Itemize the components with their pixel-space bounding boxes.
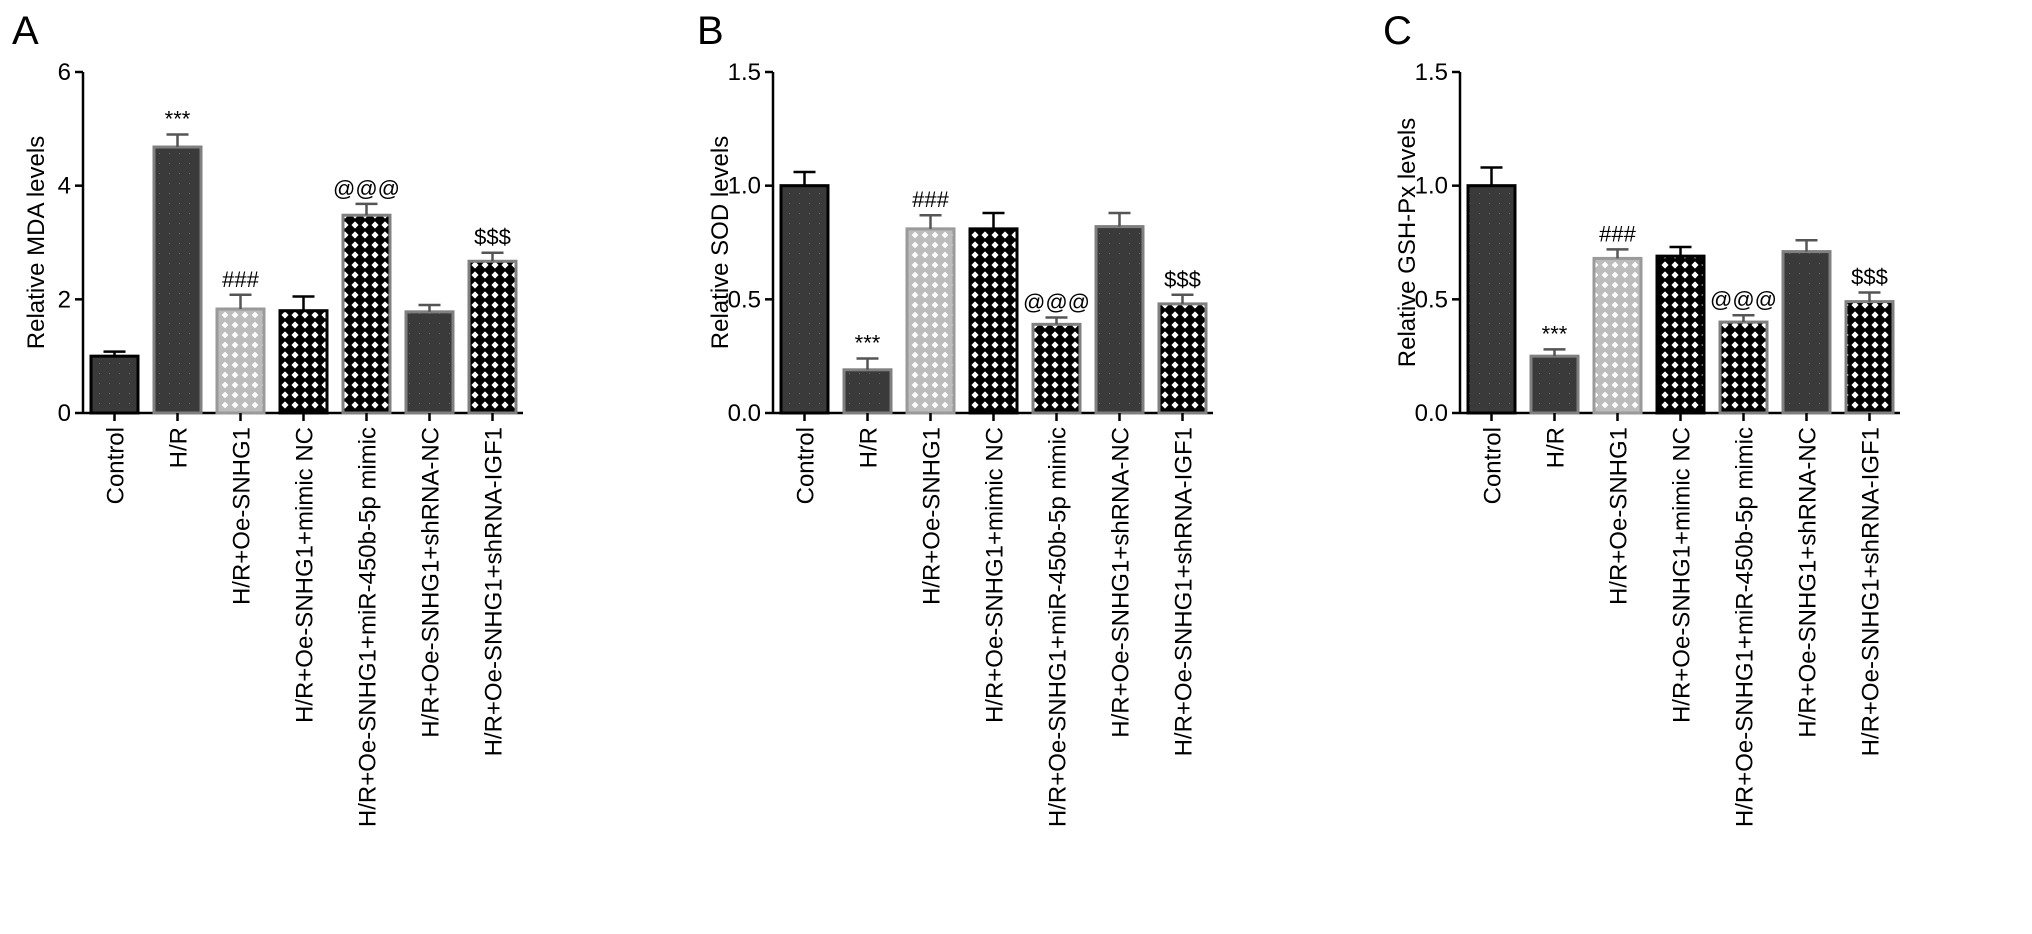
bar xyxy=(1844,300,1895,415)
bar xyxy=(152,145,203,415)
category-label: H/R+Oe-SNHG1+shRNA-IGF1 xyxy=(481,427,508,756)
panel-letter: B xyxy=(697,9,724,53)
category-label: Control xyxy=(1480,427,1507,504)
bar xyxy=(404,310,455,415)
y-tick-label: 1.0 xyxy=(1415,173,1448,200)
bar xyxy=(1094,225,1145,415)
significance-label: $$$ xyxy=(474,225,511,250)
category-label: H/R xyxy=(1543,427,1570,468)
category-label: H/R+Oe-SNHG1 xyxy=(1606,427,1633,605)
significance-label: ### xyxy=(222,267,259,292)
y-axis-label: Relative SOD levels xyxy=(707,136,734,349)
y-tick-label: 0 xyxy=(58,400,71,427)
y-tick-label: 0.5 xyxy=(728,286,761,313)
y-tick-label: 1.5 xyxy=(1415,59,1448,86)
category-label: H/R+Oe-SNHG1+shRNA-NC xyxy=(1795,427,1822,738)
bar xyxy=(467,259,518,415)
category-label: H/R+Oe-SNHG1+miR-450b-5p mimic xyxy=(355,427,382,827)
bar xyxy=(1718,320,1769,415)
category-label: H/R+Oe-SNHG1 xyxy=(229,427,256,605)
y-tick-label: 0.0 xyxy=(728,400,761,427)
significance-label: ### xyxy=(912,187,949,212)
y-tick-label: 6 xyxy=(58,59,71,86)
bar xyxy=(1466,184,1517,415)
significance-label: @@@ xyxy=(1710,287,1777,312)
panel-letter: C xyxy=(1383,9,1412,53)
significance-label: *** xyxy=(855,330,881,355)
bar xyxy=(1592,256,1643,415)
category-label: H/R+Oe-SNHG1+mimic NC xyxy=(292,427,319,723)
category-label: H/R+Oe-SNHG1 xyxy=(919,427,946,605)
category-label: H/R+Oe-SNHG1+mimic NC xyxy=(982,427,1009,723)
y-tick-label: 1.0 xyxy=(728,173,761,200)
panel-letter: A xyxy=(12,9,39,53)
bar xyxy=(842,368,893,415)
panel-b: B 0.0 0.5 1.0 1.5 Relative SOD levels Control *… xyxy=(697,9,1213,827)
significance-label: $$$ xyxy=(1164,267,1201,292)
y-tick-label: 1.5 xyxy=(728,59,761,86)
y-tick-label: 0.5 xyxy=(1415,286,1448,313)
category-label: H/R+Oe-SNHG1+shRNA-IGF1 xyxy=(1171,427,1198,756)
category-label: H/R+Oe-SNHG1+miR-450b-5p mimic xyxy=(1732,427,1759,827)
y-axis-label: Relative MDA levels xyxy=(23,136,50,349)
y-tick-label: 2 xyxy=(58,286,71,313)
category-label: H/R+Oe-SNHG1+shRNA-NC xyxy=(418,427,445,738)
bar xyxy=(1157,302,1208,415)
significance-label: $$$ xyxy=(1851,265,1888,290)
bar xyxy=(1655,254,1706,415)
bar xyxy=(1529,354,1580,415)
significance-label: *** xyxy=(165,107,191,132)
bar xyxy=(1781,250,1832,415)
category-label: H/R+Oe-SNHG1+miR-450b-5p mimic xyxy=(1045,427,1072,827)
panel-c: C 0.0 0.5 1.0 1.5 Relative GSH-Px levels Contr… xyxy=(1383,9,1900,827)
bar xyxy=(215,307,266,415)
bar xyxy=(278,309,329,415)
significance-label: *** xyxy=(1542,321,1568,346)
category-label: H/R xyxy=(856,427,883,468)
bar xyxy=(779,184,830,415)
category-label: Control xyxy=(793,427,820,504)
bar xyxy=(968,227,1019,415)
category-label: H/R+Oe-SNHG1+shRNA-NC xyxy=(1108,427,1135,738)
significance-label: @@@ xyxy=(1023,290,1090,315)
category-label: H/R xyxy=(166,427,193,468)
y-tick-label: 4 xyxy=(58,173,71,200)
y-axis-label: Relative GSH-Px levels xyxy=(1394,118,1421,367)
significance-label: ### xyxy=(1599,221,1636,246)
y-tick-label: 0.0 xyxy=(1415,400,1448,427)
bar xyxy=(1031,322,1082,415)
category-label: H/R+Oe-SNHG1+mimic NC xyxy=(1669,427,1696,723)
bar xyxy=(89,354,140,415)
panel-a: A 0 2 4 6 Relative MDA levels Control *** H/R ###… xyxy=(12,9,523,827)
category-label: H/R+Oe-SNHG1+shRNA-IGF1 xyxy=(1858,427,1885,756)
bar xyxy=(905,227,956,415)
significance-label: @@@ xyxy=(333,176,400,201)
bar xyxy=(341,213,392,415)
category-label: Control xyxy=(103,427,130,504)
